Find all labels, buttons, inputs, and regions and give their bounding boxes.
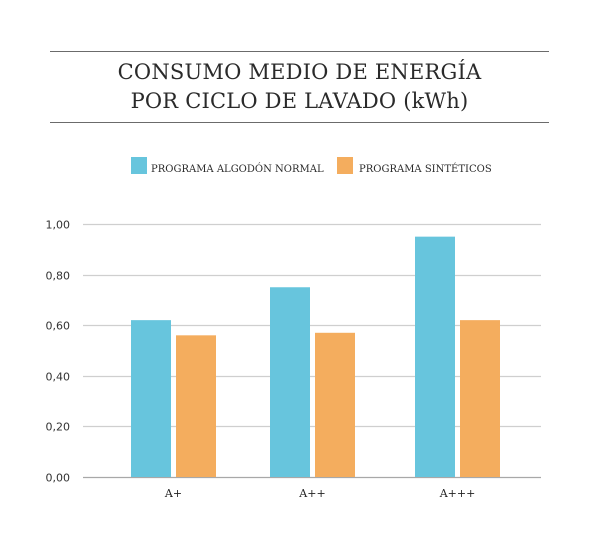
bar-algodon-Aplusplus [270, 287, 310, 477]
legend-swatch-sinteticos [337, 157, 353, 174]
title-bottom-rule [50, 122, 549, 123]
y-tick-label: 1,00 [46, 219, 71, 232]
legend: PROGRAMA ALGODÓN NORMAL PROGRAMA SINTÉTI… [0, 157, 600, 177]
chart-title-line-1: CONSUMO MEDIO DE ENERGÍA [117, 60, 482, 84]
legend-swatch-algodon [131, 157, 147, 174]
bar-sinteticos-Aplusplus [315, 332, 355, 477]
x-tick-label: A+++ [439, 487, 476, 500]
y-tick-label: 0,40 [46, 371, 71, 384]
title-top-rule [50, 51, 549, 52]
bar-sinteticos-Aplus [176, 335, 216, 477]
y-tick-label: 0,60 [46, 320, 71, 333]
legend-label-algodon: PROGRAMA ALGODÓN NORMAL [151, 164, 324, 175]
chart-title-line-2: POR CICLO DE LAVADO (kWh) [130, 89, 469, 113]
x-tick-label: A++ [298, 487, 325, 500]
y-tick-label: 0,00 [46, 472, 71, 485]
bar-sinteticos-Aplusplusplus [460, 320, 500, 477]
bar-algodon-Aplusplusplus [415, 236, 455, 477]
y-tick-label: 0,20 [46, 421, 71, 434]
x-tick-label: A+ [164, 487, 182, 500]
y-tick-label: 0,80 [46, 270, 71, 283]
bar-algodon-Aplus [131, 320, 171, 477]
legend-label-sinteticos: PROGRAMA SINTÉTICOS [359, 164, 492, 175]
